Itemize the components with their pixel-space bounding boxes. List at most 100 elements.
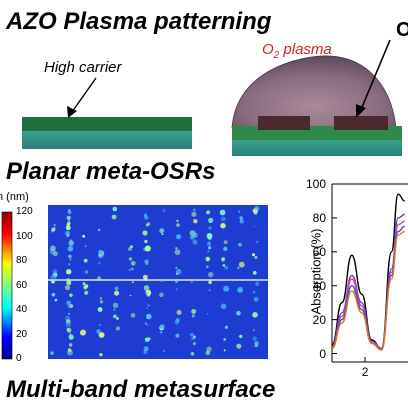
plasma-arrow-head [356, 104, 366, 118]
afm-grain [112, 206, 118, 212]
afm-grain [208, 226, 212, 230]
afm-grain [66, 328, 70, 331]
afm-grain [236, 343, 242, 349]
afm-grain [175, 280, 179, 283]
afm-grain [84, 290, 89, 295]
afm-grain [254, 345, 256, 348]
afm-grain [131, 261, 136, 266]
chart-y-tick-label: 40 [312, 278, 326, 293]
afm-grain [99, 297, 102, 300]
afm-grain [128, 257, 133, 261]
afm-grain [145, 292, 148, 295]
plasma-dome [231, 55, 397, 129]
afm-grain [253, 296, 259, 302]
colorbar-tick-label: 60 [16, 279, 28, 291]
afm-grain [146, 313, 152, 320]
afm-grain [51, 227, 56, 232]
afm-grain [205, 350, 210, 356]
afm-grain [68, 263, 71, 266]
afm-grain [144, 245, 151, 252]
o2-subscript: 2 [273, 50, 280, 61]
afm-grain [192, 239, 198, 245]
afm-grain [67, 234, 69, 236]
label-high-carrier: High carrier [44, 59, 122, 76]
afm-grain [67, 304, 72, 309]
afm-grain [53, 275, 55, 277]
afm-grain [116, 317, 119, 320]
afm-grain [208, 289, 211, 291]
afm-grain [176, 309, 182, 315]
afm-grain [98, 261, 101, 265]
afm-grain [84, 284, 89, 288]
afm-grain [239, 334, 243, 339]
high-carrier-arrow [71, 77, 97, 113]
afm-grain [254, 255, 258, 259]
afm-grain [67, 312, 70, 315]
afm-grain [65, 321, 72, 328]
afm-grain [98, 249, 103, 255]
plasma-stack-bottom-layer [232, 140, 402, 156]
afm-grain [162, 209, 166, 213]
afm-grain [52, 251, 58, 257]
afm-grain [52, 269, 58, 274]
afm-grain [69, 258, 72, 261]
afm-grain [68, 343, 73, 347]
afm-grain [207, 250, 210, 253]
chart-y-tick-label: 100 [305, 177, 326, 191]
afm-grain [67, 210, 72, 215]
afm-grain [252, 329, 255, 332]
chart-series-line-4 [331, 230, 405, 351]
stack-top-layer [22, 117, 192, 131]
afm-grain [253, 225, 255, 228]
plasma-stack [231, 55, 402, 156]
afm-map [48, 205, 268, 359]
afm-grain [192, 232, 198, 238]
afm-grain [205, 265, 209, 269]
afm-grain [83, 258, 88, 263]
afm-grain [252, 253, 255, 257]
afm-grain [254, 341, 259, 346]
afm-grain [51, 279, 55, 284]
afm-grain [54, 298, 58, 302]
afm-grain [80, 329, 86, 336]
afm-grain [159, 228, 165, 234]
afm-grain [238, 242, 243, 247]
afm-grain [66, 215, 71, 220]
heading-multi-band-metasurface: Multi-band metasurface [6, 376, 276, 403]
afm-grain [208, 246, 212, 250]
afm-grain [175, 272, 179, 276]
afm-grain [142, 274, 148, 280]
afm-grain [190, 280, 194, 284]
afm-grain [223, 338, 226, 341]
colorbar-tick-label: 20 [16, 328, 28, 340]
afm-grain [99, 300, 104, 304]
afm-grain [193, 208, 196, 212]
afm-grain [191, 309, 197, 314]
afm-grain [96, 276, 102, 281]
colorbar-tick-label: 0 [16, 353, 22, 364]
afm-grain [190, 338, 193, 341]
afm-grain [147, 304, 150, 307]
afm-grain [252, 271, 257, 275]
afm-grain [206, 233, 213, 239]
absorption-chart [331, 183, 408, 363]
afm-grain [252, 312, 258, 318]
afm-grain [53, 223, 56, 227]
afm-grain [98, 332, 105, 338]
afm-grain [130, 313, 136, 318]
afm-grain [220, 223, 226, 229]
afm-grain [238, 261, 245, 268]
afm-grain [96, 329, 101, 334]
afm-grain [69, 333, 72, 335]
chart-series-line-2 [331, 220, 405, 350]
afm-grain [191, 314, 195, 318]
afm-grain [142, 230, 148, 236]
afm-grain [239, 216, 243, 220]
afm-grain [129, 269, 131, 271]
afm-grain [223, 240, 228, 245]
chart-x-tick-label: 2 [361, 365, 369, 379]
colorbar-tick-label: 120 [16, 206, 33, 217]
afm-grain [143, 346, 149, 352]
afm-grain [97, 307, 103, 312]
